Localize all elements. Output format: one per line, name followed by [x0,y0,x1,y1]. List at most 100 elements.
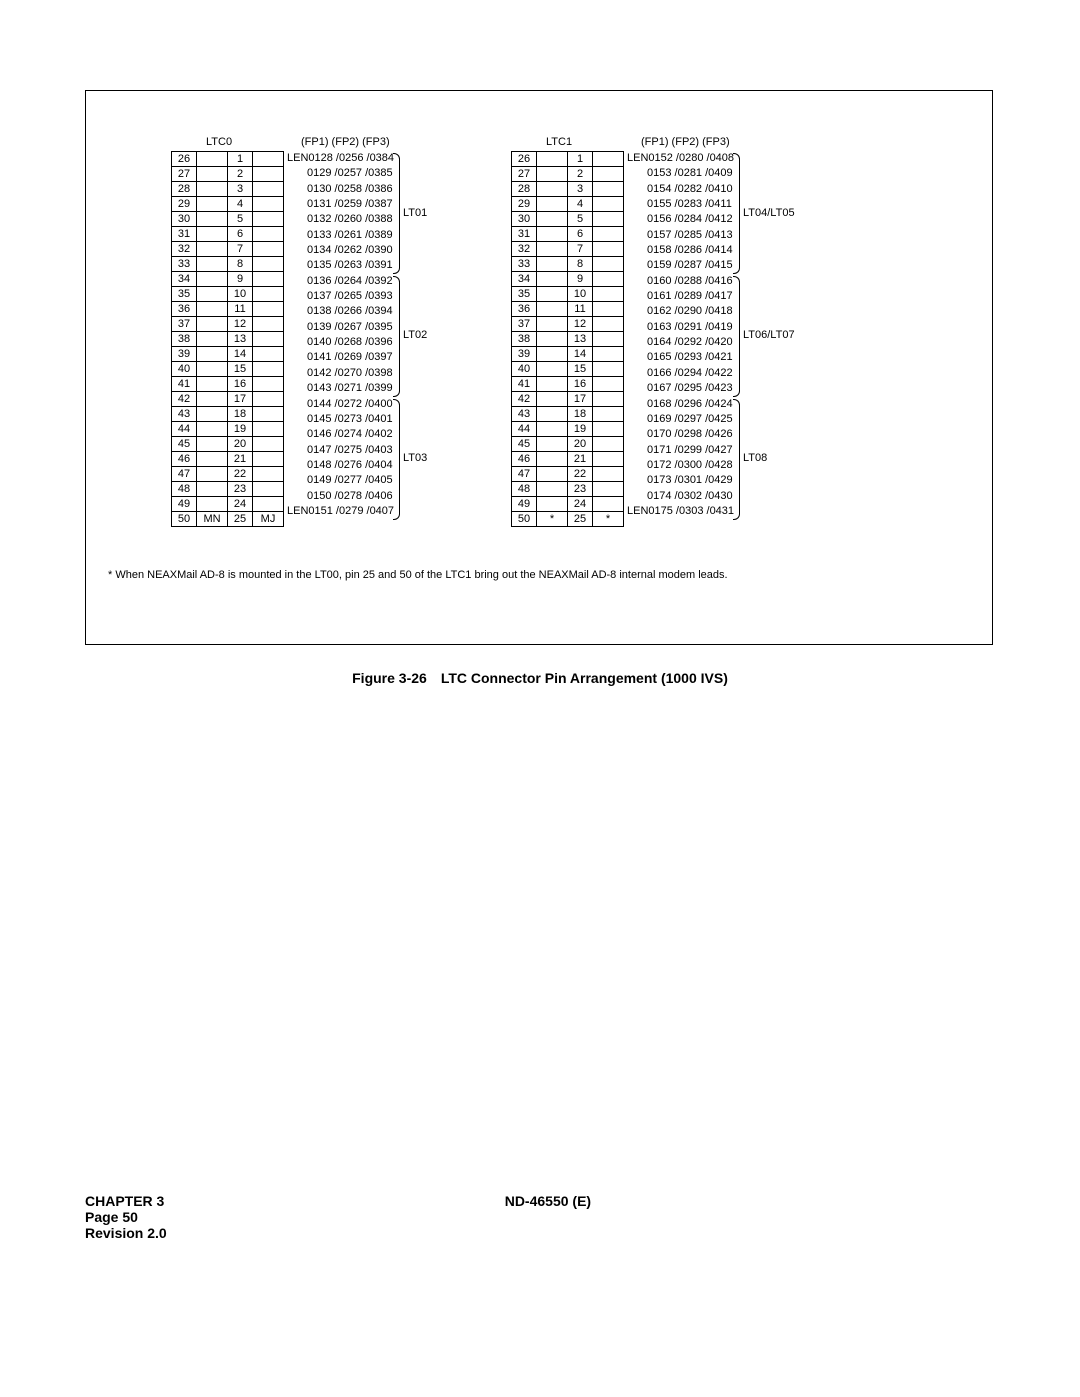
len-value: 0154 /0282 /0410 [623,182,734,197]
table-row: 316 [172,227,284,242]
ltc0-block: LTC0 (FP1) (FP2) (FP3) 26127228329430531… [171,151,284,527]
bracket [393,399,400,520]
len-value: 0174 /0302 /0430 [623,489,734,504]
len-value: 0143 /0271 /0399 [283,381,394,396]
table-row: 4318 [512,407,624,422]
len-value: 0137 /0265 /0393 [283,289,394,304]
len-value: 0172 /0300 /0428 [623,458,734,473]
len-value: 0149 /0277 /0405 [283,473,394,488]
len-value: 0169 /0297 /0425 [623,412,734,427]
table-row: 294 [512,197,624,212]
table-row: 338 [172,257,284,272]
len-value: LEN0151 /0279 /0407 [283,504,394,519]
len-value: 0146 /0274 /0402 [283,427,394,442]
table-row: 3712 [512,317,624,332]
table-row: 50*25* [512,512,624,527]
lt-group-label: LT06/LT07 [743,329,795,341]
table-row: 50MN25MJ [172,512,284,527]
len-value: 0155 /0283 /0411 [623,197,734,212]
table-row: 272 [172,167,284,182]
ltc1-fp-header: (FP1) (FP2) (FP3) [641,136,730,148]
table-row: 3510 [172,287,284,302]
len-value: 0168 /0296 /0424 [623,397,734,412]
table-row: 349 [172,272,284,287]
ltc1-len-column: LEN0152 /0280 /04080153 /0281 /04090154 … [623,151,734,519]
table-row: 3813 [172,332,284,347]
len-value: 0138 /0266 /0394 [283,304,394,319]
page-footer: CHAPTER 3 Page 50 Revision 2.0 ND-46550 … [85,1193,993,1241]
len-value: 0153 /0281 /0409 [623,166,734,181]
table-row: 338 [512,257,624,272]
table-row: 261 [512,152,624,167]
footer-revision: Revision 2.0 [85,1225,167,1241]
figure-frame: LTC0 (FP1) (FP2) (FP3) 26127228329430531… [85,90,993,645]
table-row: 327 [512,242,624,257]
ltc1-pin-table: 2612722832943053163273383493510361137123… [511,151,624,527]
len-value: 0145 /0273 /0401 [283,412,394,427]
len-value: 0140 /0268 /0396 [283,335,394,350]
ltc0-title: LTC0 [206,136,232,148]
table-row: 3712 [172,317,284,332]
len-value: 0134 /0262 /0390 [283,243,394,258]
table-row: 3914 [512,347,624,362]
lt-group-label: LT01 [403,207,427,219]
table-row: 3813 [512,332,624,347]
footnote: * When NEAXMail AD-8 is mounted in the L… [108,569,728,581]
len-value: 0132 /0260 /0388 [283,212,394,227]
len-value: 0164 /0292 /0420 [623,335,734,350]
len-value: 0166 /0294 /0422 [623,366,734,381]
len-value: 0130 /0258 /0386 [283,182,394,197]
table-row: 4823 [512,482,624,497]
len-value: 0142 /0270 /0398 [283,366,394,381]
len-value: 0167 /0295 /0423 [623,381,734,396]
len-value: 0150 /0278 /0406 [283,489,394,504]
len-value: 0171 /0299 /0427 [623,443,734,458]
table-row: 305 [172,212,284,227]
table-row: 3611 [172,302,284,317]
table-row: 283 [512,182,624,197]
table-row: 4116 [172,377,284,392]
table-row: 4520 [172,437,284,452]
table-row: 261 [172,152,284,167]
len-value: LEN0175 /0303 /0431 [623,504,734,519]
len-value: 0129 /0257 /0385 [283,166,394,181]
len-value: 0147 /0275 /0403 [283,443,394,458]
len-value: LEN0128 /0256 /0384 [283,151,394,166]
len-value: 0144 /0272 /0400 [283,397,394,412]
table-row: 4823 [172,482,284,497]
len-value: 0156 /0284 /0412 [623,212,734,227]
len-value: 0133 /0261 /0389 [283,228,394,243]
table-row: 3510 [512,287,624,302]
footer-page: Page 50 [85,1209,167,1225]
len-value: 0170 /0298 /0426 [623,427,734,442]
table-row: 4722 [172,467,284,482]
ltc1-title: LTC1 [546,136,572,148]
lt-group-label: LT03 [403,452,427,464]
bracket [733,399,740,520]
len-value: 0157 /0285 /0413 [623,228,734,243]
len-value: 0160 /0288 /0416 [623,274,734,289]
table-row: 3914 [172,347,284,362]
footer-doc: ND-46550 (E) [505,1193,591,1209]
bracket [393,153,400,274]
table-row: 305 [512,212,624,227]
len-value: LEN0152 /0280 /0408 [623,151,734,166]
bracket [733,276,740,397]
table-row: 4318 [172,407,284,422]
len-value: 0135 /0263 /0391 [283,258,394,273]
len-value: 0165 /0293 /0421 [623,350,734,365]
len-value: 0141 /0269 /0397 [283,350,394,365]
lt-group-label: LT02 [403,329,427,341]
len-value: 0136 /0264 /0392 [283,274,394,289]
table-row: 4924 [512,497,624,512]
table-row: 4116 [512,377,624,392]
lt-group-label: LT08 [743,452,767,464]
ltc0-fp-header: (FP1) (FP2) (FP3) [301,136,390,148]
footer-chapter: CHAPTER 3 [85,1193,167,1209]
bracket [733,153,740,274]
table-row: 283 [172,182,284,197]
len-value: 0159 /0287 /0415 [623,258,734,273]
bracket [393,276,400,397]
table-row: 4924 [172,497,284,512]
len-value: 0148 /0276 /0404 [283,458,394,473]
